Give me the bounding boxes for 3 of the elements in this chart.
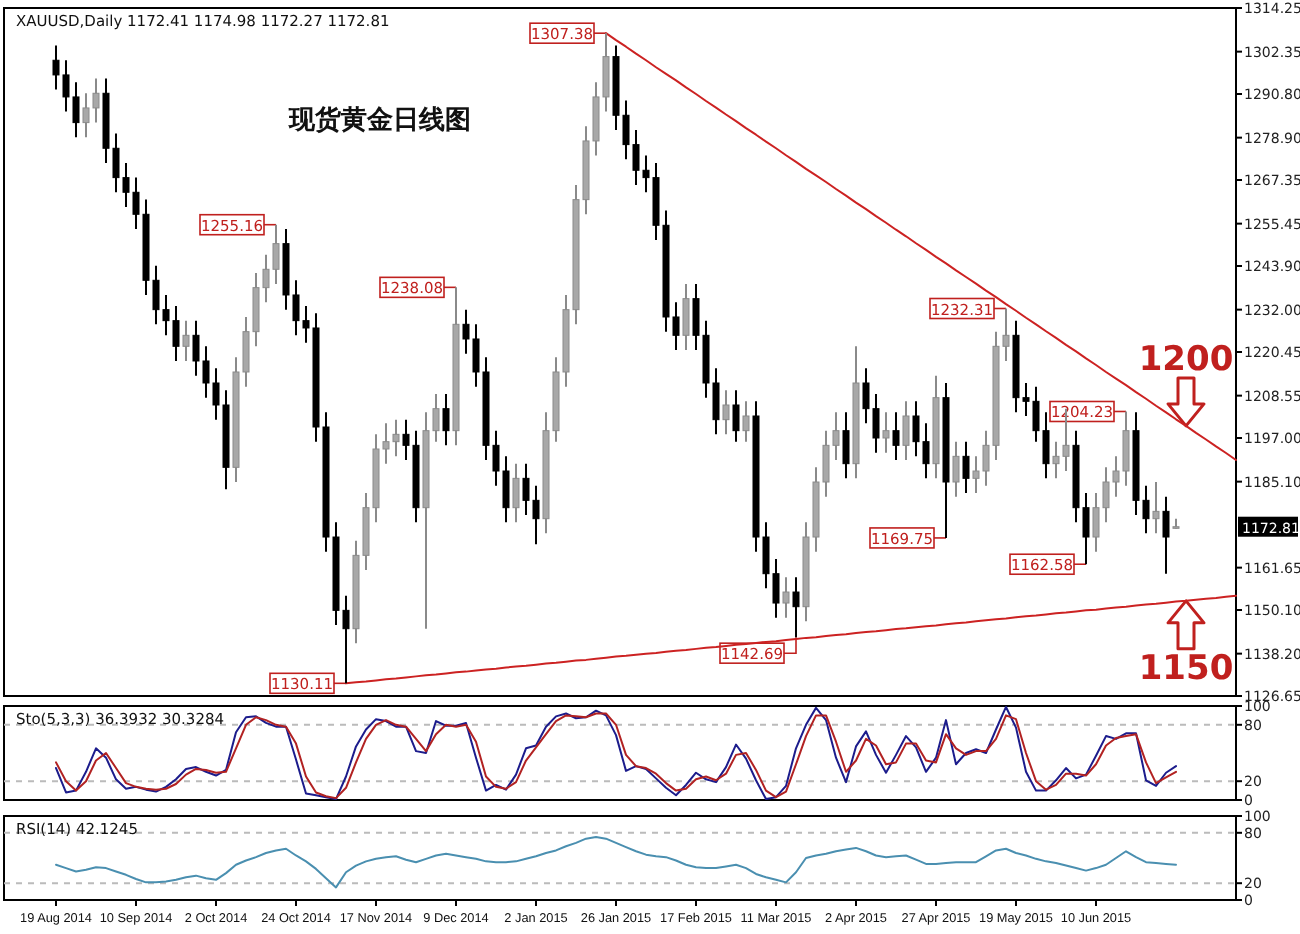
text: 现货黄金日线图 — [287, 104, 471, 136]
annotation: 1150 — [1138, 648, 1234, 689]
annotation: 1200 — [1138, 339, 1234, 380]
